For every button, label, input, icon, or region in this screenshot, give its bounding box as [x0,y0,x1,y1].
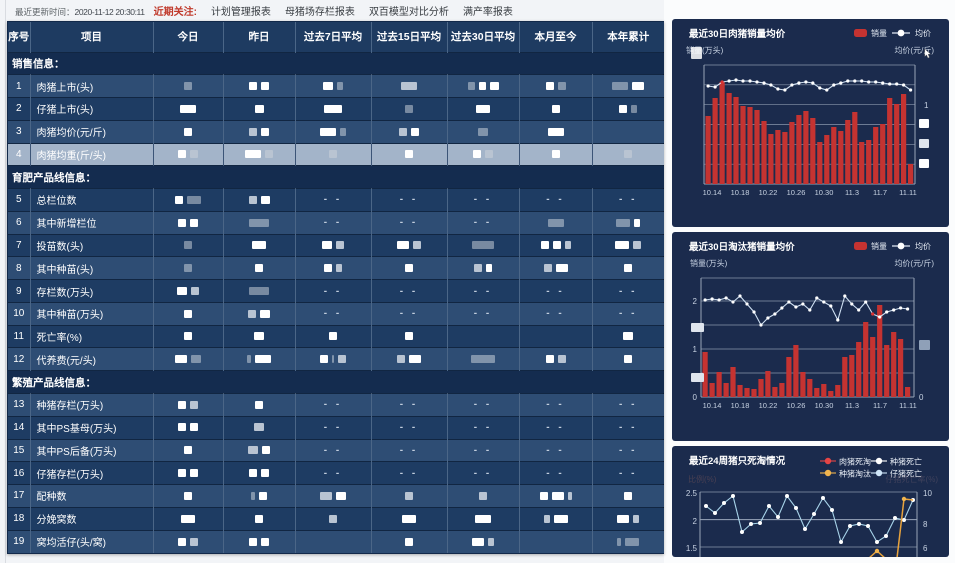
svg-text:10.18: 10.18 [731,188,750,197]
svg-text:2: 2 [693,297,698,306]
svg-text:10: 10 [923,489,932,498]
svg-text:均价: 均价 [915,241,931,251]
svg-text:2: 2 [693,517,698,526]
svg-text:1.5: 1.5 [686,544,698,553]
svg-text:肉猪死淘: 肉猪死淘 [839,457,871,467]
svg-text:10.18: 10.18 [731,401,750,410]
svg-text:比例(%): 比例(%) [688,474,717,484]
svg-text:10.26: 10.26 [787,401,806,410]
svg-text:11.3: 11.3 [845,188,859,197]
svg-text:销量: 销量 [871,241,887,251]
svg-text:均价: 均价 [915,28,931,38]
svg-text:1: 1 [924,101,929,110]
svg-text:种猪死亡: 种猪死亡 [890,457,922,467]
svg-text:种猪淘汰: 种猪淘汰 [839,469,871,479]
svg-text:11.7: 11.7 [873,401,887,410]
svg-text:0: 0 [919,393,924,402]
svg-text:10.22: 10.22 [759,188,778,197]
svg-text:仔猪死亡: 仔猪死亡 [890,469,922,479]
svg-text:11.7: 11.7 [873,188,887,197]
svg-text:10.30: 10.30 [815,188,834,197]
svg-text:10.14: 10.14 [703,188,722,197]
svg-text:11.3: 11.3 [845,401,859,410]
svg-text:11.11: 11.11 [899,188,917,197]
svg-text:0: 0 [693,393,698,402]
svg-text:销量: 销量 [871,28,887,38]
svg-text:2.5: 2.5 [686,489,698,498]
svg-text:10.22: 10.22 [759,401,778,410]
svg-text:6: 6 [923,544,928,553]
svg-text:10.26: 10.26 [787,188,806,197]
svg-text:仔猪死亡率(%): 仔猪死亡率(%) [886,474,939,484]
svg-text:11.11: 11.11 [899,401,917,410]
svg-text:10.30: 10.30 [815,401,834,410]
svg-text:10.14: 10.14 [703,401,722,410]
svg-text:1: 1 [693,345,698,354]
svg-text:8: 8 [923,520,928,529]
